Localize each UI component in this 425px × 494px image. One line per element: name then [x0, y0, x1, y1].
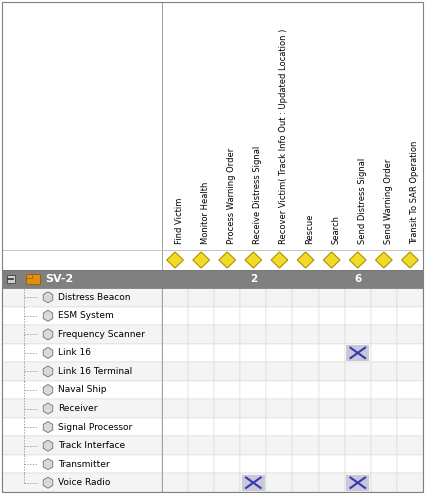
FancyBboxPatch shape — [319, 2, 345, 250]
FancyBboxPatch shape — [292, 399, 319, 418]
FancyBboxPatch shape — [188, 344, 214, 362]
FancyBboxPatch shape — [214, 307, 240, 325]
FancyBboxPatch shape — [26, 274, 40, 284]
FancyBboxPatch shape — [266, 325, 292, 344]
FancyBboxPatch shape — [319, 399, 345, 418]
FancyBboxPatch shape — [240, 344, 266, 362]
Text: Signal Processor: Signal Processor — [58, 422, 132, 432]
FancyBboxPatch shape — [2, 455, 162, 473]
FancyBboxPatch shape — [266, 418, 292, 436]
Polygon shape — [43, 403, 53, 414]
FancyBboxPatch shape — [162, 381, 188, 399]
FancyBboxPatch shape — [188, 2, 214, 250]
FancyBboxPatch shape — [371, 473, 397, 492]
FancyBboxPatch shape — [397, 399, 423, 418]
FancyBboxPatch shape — [266, 344, 292, 362]
Text: Recover Victim( Track Info Out : Updated Location ): Recover Victim( Track Info Out : Updated… — [280, 29, 289, 244]
FancyBboxPatch shape — [240, 399, 266, 418]
FancyBboxPatch shape — [162, 455, 188, 473]
Polygon shape — [43, 292, 53, 303]
FancyBboxPatch shape — [292, 473, 319, 492]
FancyBboxPatch shape — [371, 455, 397, 473]
FancyBboxPatch shape — [345, 344, 371, 362]
FancyBboxPatch shape — [2, 418, 162, 436]
Text: Search: Search — [332, 215, 341, 244]
FancyBboxPatch shape — [266, 381, 292, 399]
FancyBboxPatch shape — [214, 455, 240, 473]
FancyBboxPatch shape — [266, 455, 292, 473]
Text: SV-2: SV-2 — [45, 274, 73, 284]
FancyBboxPatch shape — [188, 307, 214, 325]
Polygon shape — [43, 477, 53, 488]
FancyBboxPatch shape — [162, 436, 188, 455]
Polygon shape — [245, 252, 262, 268]
Text: Track Interface: Track Interface — [58, 441, 125, 450]
Text: Naval Ship: Naval Ship — [58, 385, 107, 395]
FancyBboxPatch shape — [188, 436, 214, 455]
Polygon shape — [271, 252, 288, 268]
Text: 2: 2 — [250, 274, 257, 284]
FancyBboxPatch shape — [397, 418, 423, 436]
Text: ESM System: ESM System — [58, 311, 114, 320]
FancyBboxPatch shape — [292, 307, 319, 325]
Text: Receive Distress Signal: Receive Distress Signal — [253, 146, 262, 244]
Text: Transmitter: Transmitter — [58, 460, 110, 469]
FancyBboxPatch shape — [345, 473, 371, 492]
FancyBboxPatch shape — [242, 475, 265, 491]
FancyBboxPatch shape — [292, 418, 319, 436]
Polygon shape — [193, 252, 210, 268]
FancyBboxPatch shape — [240, 455, 266, 473]
FancyBboxPatch shape — [214, 362, 240, 381]
FancyBboxPatch shape — [240, 418, 266, 436]
FancyBboxPatch shape — [240, 2, 266, 250]
FancyBboxPatch shape — [266, 436, 292, 455]
FancyBboxPatch shape — [240, 362, 266, 381]
FancyBboxPatch shape — [345, 362, 371, 381]
FancyBboxPatch shape — [188, 362, 214, 381]
FancyBboxPatch shape — [2, 325, 162, 344]
FancyBboxPatch shape — [162, 288, 188, 307]
FancyBboxPatch shape — [162, 2, 188, 250]
FancyBboxPatch shape — [319, 455, 345, 473]
FancyBboxPatch shape — [214, 381, 240, 399]
FancyBboxPatch shape — [345, 307, 371, 325]
FancyBboxPatch shape — [292, 362, 319, 381]
FancyBboxPatch shape — [319, 418, 345, 436]
FancyBboxPatch shape — [2, 270, 423, 288]
FancyBboxPatch shape — [397, 362, 423, 381]
FancyBboxPatch shape — [162, 473, 188, 492]
FancyBboxPatch shape — [266, 473, 292, 492]
Polygon shape — [43, 310, 53, 321]
FancyBboxPatch shape — [2, 344, 162, 362]
FancyBboxPatch shape — [214, 288, 240, 307]
FancyBboxPatch shape — [292, 288, 319, 307]
FancyBboxPatch shape — [345, 436, 371, 455]
Polygon shape — [43, 421, 53, 433]
FancyBboxPatch shape — [397, 455, 423, 473]
Polygon shape — [43, 384, 53, 396]
FancyBboxPatch shape — [346, 345, 369, 361]
Text: Find Victim: Find Victim — [175, 198, 184, 244]
Polygon shape — [43, 329, 53, 340]
Text: Process Warning Order: Process Warning Order — [227, 148, 236, 244]
FancyBboxPatch shape — [397, 436, 423, 455]
FancyBboxPatch shape — [2, 399, 162, 418]
FancyBboxPatch shape — [292, 455, 319, 473]
FancyBboxPatch shape — [266, 288, 292, 307]
FancyBboxPatch shape — [319, 381, 345, 399]
FancyBboxPatch shape — [188, 325, 214, 344]
FancyBboxPatch shape — [371, 399, 397, 418]
Polygon shape — [349, 252, 366, 268]
FancyBboxPatch shape — [188, 381, 214, 399]
FancyBboxPatch shape — [2, 473, 162, 492]
Polygon shape — [402, 252, 418, 268]
Text: Transit To SAR Operation: Transit To SAR Operation — [410, 141, 419, 244]
FancyBboxPatch shape — [319, 473, 345, 492]
FancyBboxPatch shape — [214, 418, 240, 436]
Polygon shape — [219, 252, 235, 268]
Polygon shape — [43, 440, 53, 451]
FancyBboxPatch shape — [371, 288, 397, 307]
FancyBboxPatch shape — [240, 436, 266, 455]
FancyBboxPatch shape — [162, 399, 188, 418]
